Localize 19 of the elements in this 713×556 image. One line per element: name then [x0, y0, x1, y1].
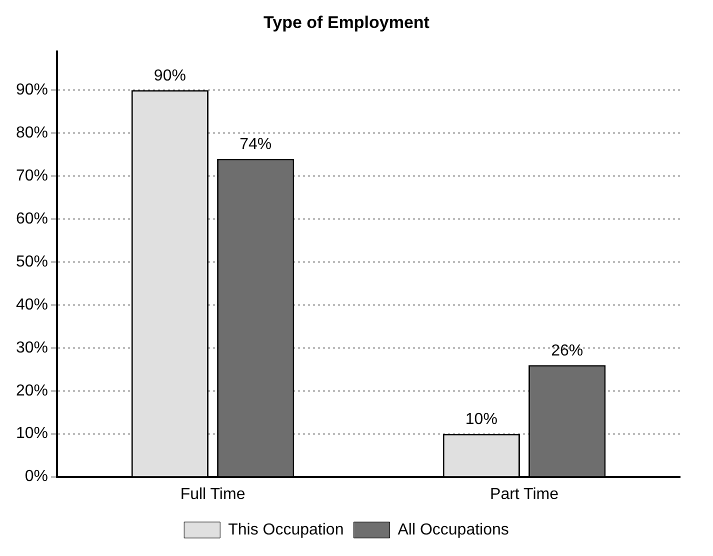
data-label: 74% [240, 136, 272, 154]
chart-title: Type of Employment [264, 12, 430, 32]
y-tick-label: 10% [16, 425, 48, 442]
y-tick-label: 80% [16, 124, 48, 142]
data-label: 26% [551, 342, 584, 360]
legend-label: All Occupations [398, 521, 509, 538]
legend-label: This Occupation [228, 521, 344, 538]
y-tick-label: 0% [24, 468, 48, 486]
y-tick-label: 50% [16, 253, 48, 270]
y-tick-label: 20% [16, 382, 48, 400]
y-tick-label: 70% [16, 167, 48, 184]
y-tick-label: 40% [16, 296, 48, 314]
data-label: 90% [154, 67, 186, 84]
y-tick-label: 30% [16, 339, 48, 356]
x-tick-label: Part Time [490, 486, 559, 503]
y-tick-label: 90% [16, 81, 48, 98]
data-label: 10% [465, 411, 498, 428]
y-tick-label: 60% [16, 210, 48, 228]
x-tick-label: Full Time [180, 486, 246, 503]
